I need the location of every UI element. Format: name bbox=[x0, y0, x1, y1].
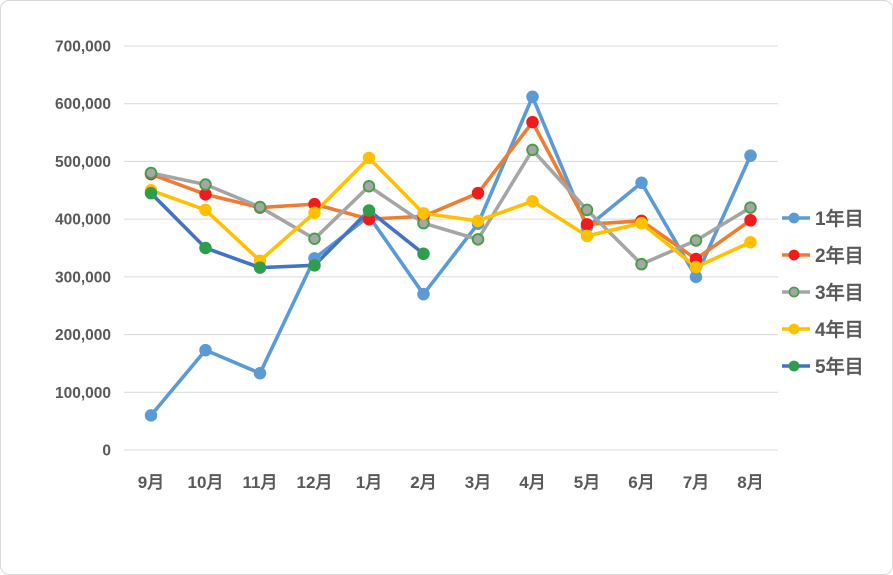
x-axis-tick-label: 6月 bbox=[628, 473, 654, 492]
series-line-5年目[interactable] bbox=[149, 191, 426, 270]
x-axis-tick-label: 2月 bbox=[410, 473, 436, 492]
data-point-marker-1年目[interactable] bbox=[199, 343, 212, 357]
data-point-marker-3年目[interactable] bbox=[526, 143, 539, 157]
data-point-marker-2年目[interactable] bbox=[744, 214, 757, 227]
data-point-marker-4年目[interactable] bbox=[362, 151, 376, 165]
data-point-marker-5年目[interactable] bbox=[144, 186, 158, 200]
data-point-marker-1年目[interactable] bbox=[417, 287, 430, 301]
data-point-marker-1年目[interactable] bbox=[253, 366, 267, 380]
legend-marker-icon bbox=[782, 323, 810, 334]
data-point-marker-1年目[interactable] bbox=[744, 149, 757, 162]
legend-item-3年目[interactable]: 3年目 bbox=[782, 278, 864, 305]
x-axis-tick-label: 9月 bbox=[138, 473, 164, 492]
data-point-marker-1年目[interactable] bbox=[635, 176, 648, 190]
legend-label: 2年目 bbox=[815, 246, 864, 267]
data-point-marker-5年目[interactable] bbox=[308, 259, 321, 272]
x-axis-tick-label: 10月 bbox=[188, 473, 224, 492]
data-point-marker-2年目[interactable] bbox=[580, 218, 594, 231]
data-point-marker-3年目[interactable] bbox=[635, 257, 648, 271]
data-point-marker-4年目[interactable] bbox=[744, 235, 757, 249]
legend-marker-icon bbox=[782, 249, 810, 260]
legend-item-4年目[interactable]: 4年目 bbox=[782, 315, 864, 342]
data-point-marker-3年目[interactable] bbox=[144, 166, 158, 180]
x-axis-tick-label: 3月 bbox=[465, 473, 491, 492]
data-point-marker-5年目[interactable] bbox=[417, 247, 430, 261]
x-axis-tick-label: 1月 bbox=[356, 473, 382, 492]
y-axis-tick-label: 0 bbox=[102, 443, 111, 460]
legend-item-1年目[interactable]: 1年目 bbox=[782, 204, 864, 231]
legend-item-2年目[interactable]: 2年目 bbox=[782, 241, 864, 268]
y-axis-tick-label: 100,000 bbox=[55, 385, 111, 402]
y-axis-tick-label: 400,000 bbox=[55, 212, 111, 229]
x-axis-tick-label: 4月 bbox=[519, 473, 545, 492]
data-point-marker-3年目[interactable] bbox=[362, 179, 376, 193]
data-point-marker-3年目[interactable] bbox=[580, 203, 594, 217]
data-point-marker-3年目[interactable] bbox=[744, 201, 757, 214]
series-line-3年目[interactable] bbox=[149, 148, 753, 266]
legend-label: 3年目 bbox=[815, 283, 864, 304]
x-axis-tick-label: 8月 bbox=[737, 473, 763, 492]
y-axis-tick-label: 300,000 bbox=[55, 269, 111, 286]
x-axis-tick-label: 11月 bbox=[243, 473, 278, 492]
data-point-marker-4年目[interactable] bbox=[580, 229, 594, 243]
x-axis-tick-label: 5月 bbox=[574, 473, 600, 492]
data-point-marker-4年目[interactable] bbox=[526, 195, 539, 208]
data-point-marker-5年目[interactable] bbox=[253, 261, 267, 274]
legend-item-5年目[interactable]: 5年目 bbox=[782, 352, 864, 379]
legend-label: 4年目 bbox=[815, 320, 864, 341]
chart-legend: 1年目 2年目 3年目 4年目 5年目 bbox=[782, 204, 864, 379]
series-line-2年目[interactable] bbox=[149, 120, 753, 261]
legend-marker-icon bbox=[782, 212, 810, 223]
y-axis-tick-label: 600,000 bbox=[55, 96, 111, 113]
data-point-marker-5年目[interactable] bbox=[199, 241, 212, 255]
x-axis-tick-label: 12月 bbox=[297, 473, 333, 492]
y-axis-tick-label: 500,000 bbox=[55, 154, 111, 171]
legend-label: 5年目 bbox=[815, 357, 864, 378]
data-point-marker-1年目[interactable] bbox=[144, 409, 158, 422]
series-line-1年目[interactable] bbox=[149, 94, 753, 418]
data-point-marker-4年目[interactable] bbox=[308, 206, 321, 220]
data-point-marker-4年目[interactable] bbox=[471, 214, 485, 228]
data-point-marker-2年目[interactable] bbox=[526, 115, 539, 129]
y-axis-tick-label: 700,000 bbox=[55, 39, 111, 56]
x-axis-tick-label: 7月 bbox=[683, 473, 709, 492]
data-point-marker-3年目[interactable] bbox=[199, 178, 212, 191]
data-point-marker-3年目[interactable] bbox=[689, 234, 703, 247]
data-point-marker-3年目[interactable] bbox=[308, 232, 321, 246]
y-axis-tick-label: 200,000 bbox=[55, 327, 111, 344]
data-point-marker-4年目[interactable] bbox=[199, 203, 212, 217]
data-point-marker-1年目[interactable] bbox=[526, 90, 539, 104]
data-point-marker-3年目[interactable] bbox=[471, 233, 485, 246]
legend-marker-icon bbox=[782, 360, 810, 371]
data-point-marker-2年目[interactable] bbox=[471, 186, 485, 200]
data-point-marker-3年目[interactable] bbox=[253, 200, 267, 214]
legend-marker-icon bbox=[782, 286, 810, 297]
series-line-4年目[interactable] bbox=[149, 156, 753, 269]
data-point-marker-5年目[interactable] bbox=[362, 204, 376, 217]
data-point-marker-4年目[interactable] bbox=[417, 207, 430, 220]
legend-label: 1年目 bbox=[815, 209, 864, 230]
data-point-marker-4年目[interactable] bbox=[689, 260, 703, 274]
data-point-marker-4年目[interactable] bbox=[635, 216, 648, 230]
